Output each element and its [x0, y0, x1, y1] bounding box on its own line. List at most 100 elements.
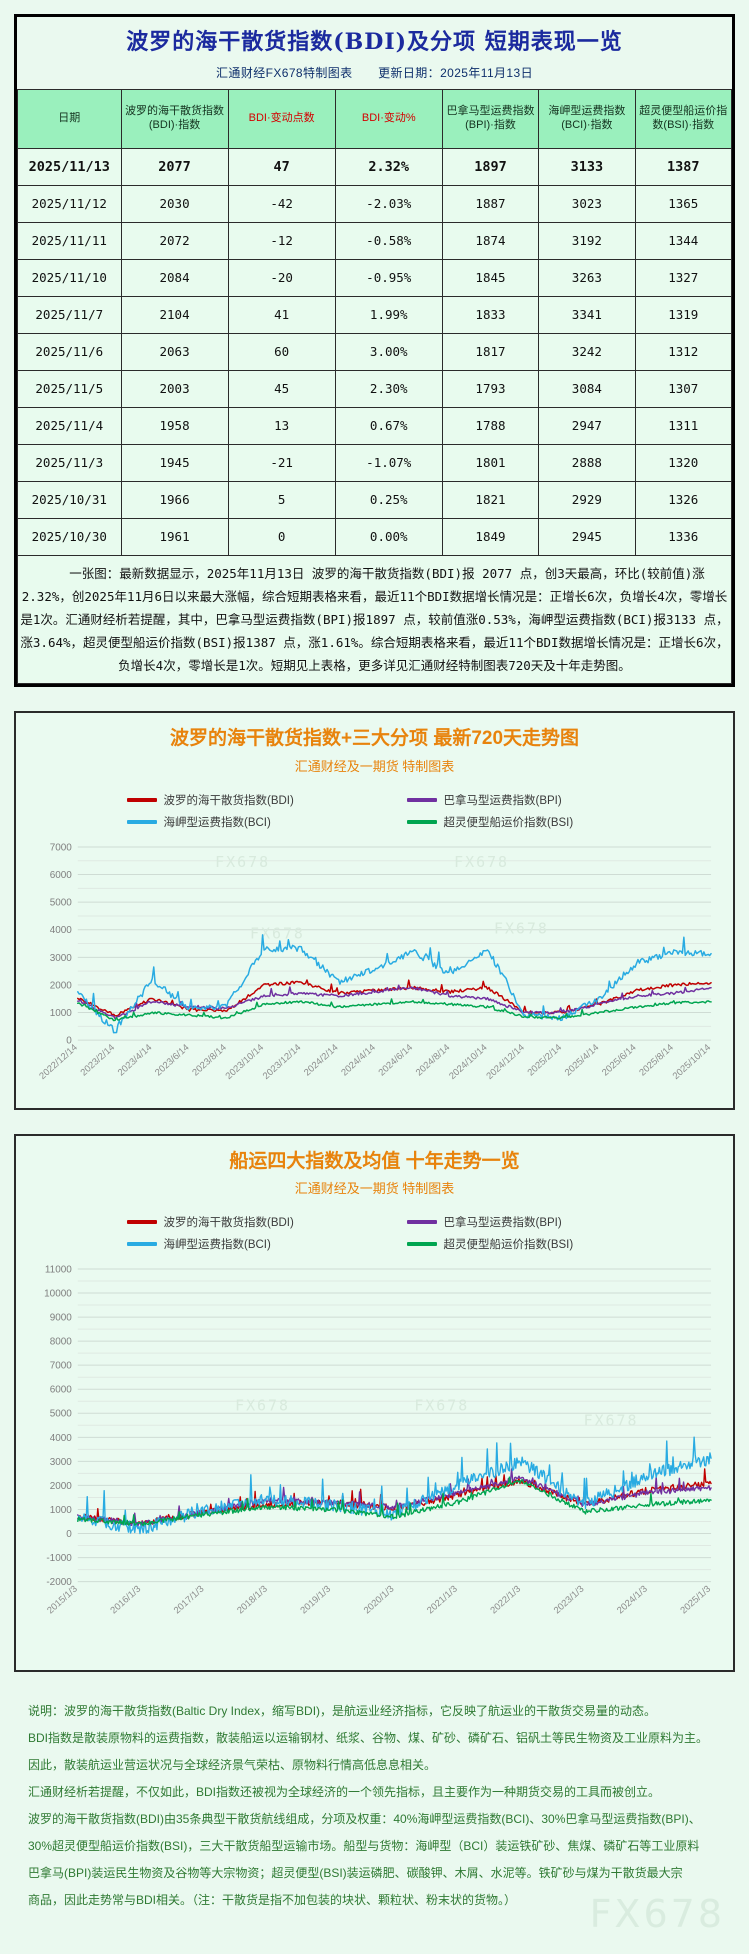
table-row: 2025/11/10 2084 -20 -0.95% 1845 3263 1327 [17, 258, 733, 297]
description-line: 说明：波罗的海干散货指数(Baltic Dry Index，缩写BDI)，是航运… [28, 1703, 657, 1718]
svg-text:2024/6/14: 2024/6/14 [376, 1042, 415, 1078]
fx678-watermark: FX678 [589, 1891, 725, 1936]
y-axis-tick-label: 9000 [50, 1313, 73, 1324]
x-axis-tick-label: 2024/10/14 [447, 1042, 489, 1082]
svg-text:2023/12/14: 2023/12/14 [261, 1042, 303, 1082]
y-axis-tick-label: 5000 [50, 1409, 73, 1420]
summary-note-text: 一张图：最新数据显示，2025年11月13日 波罗的海干散货指数(BDI)报 2… [20, 565, 729, 674]
legend-label: 海岬型运费指数(BCI) [163, 1239, 271, 1252]
cell-bdi: 1961 [120, 517, 229, 556]
x-axis-tick-label: 2016/1/3 [108, 1584, 143, 1617]
cell-bci: 3242 [538, 332, 636, 371]
x-axis-tick-label: 2025/6/14 [600, 1042, 639, 1078]
legend-label: 波罗的海干散货指数(BDI) [163, 1217, 294, 1230]
cell-bsi: 1336 [634, 517, 733, 556]
y-axis-tick-label: 10000 [44, 1289, 72, 1300]
cell-bsi: 1307 [634, 369, 733, 408]
svg-text:2019/1/3: 2019/1/3 [298, 1584, 333, 1617]
x-axis-tick-label: 2017/1/3 [172, 1584, 207, 1617]
table-header-row: 日期 波罗的海干散货指数(BDI)·指数 BDI·变动点数 BDI·变动% 巴拿… [17, 88, 733, 149]
cell-chg: -12 [227, 221, 336, 260]
cell-bpi: 1845 [441, 258, 540, 297]
table-row: 2025/10/30 1961 0 0.00% 1849 2945 1336 [17, 517, 733, 556]
table-row: 2025/11/5 2003 45 2.30% 1793 3084 1307 [17, 369, 733, 408]
y-axis-tick-label: -2000 [46, 1577, 72, 1588]
svg-text:2022/12/14: 2022/12/14 [37, 1042, 79, 1082]
table-note-row: 一张图：最新数据显示，2025年11月13日 波罗的海干散货指数(BDI)报 2… [17, 554, 732, 685]
chart-720d-plot-area: 0 1000 2000 3000 4000 5000 6000 7000 FX678 FX678 F… [26, 839, 723, 1098]
description-line: 波罗的海干散货指数(BDI)由35条典型干散货航线组成，分项及权重：40%海岬型… [28, 1811, 701, 1826]
cell-pct: 2.32% [334, 147, 443, 186]
chart-10y-plot-area: -2000 -1000 0 1000 2000 3000 4000 5000 6000 7000 8… [26, 1261, 723, 1659]
col-bci: 海岬型运费指数(BCI)·指数 [538, 88, 636, 149]
svg-text:2023/6/14: 2023/6/14 [153, 1042, 192, 1078]
svg-text:2024/12/14: 2024/12/14 [484, 1042, 526, 1082]
cell-bci: 3084 [538, 369, 636, 408]
legend-label: 波罗的海干散货指数(BDI) [163, 794, 294, 807]
description-line: BDI指数是散装原物料的运费指数，散装船运以运输钢材、纸浆、谷物、煤、矿砂、磷矿… [28, 1730, 709, 1745]
y-axis-tick-label: 0 [66, 1529, 72, 1540]
cell-bci: 2947 [538, 406, 636, 445]
cell-date: 2025/11/3 [17, 443, 122, 482]
cell-date: 2025/11/13 [17, 147, 122, 186]
series-line-bsi [77, 998, 712, 1022]
svg-text:2024/2/14: 2024/2/14 [302, 1042, 341, 1078]
cell-chg: 60 [227, 332, 336, 371]
y-axis-tick-label: 3000 [50, 1457, 73, 1468]
legend-swatch-icon [126, 1220, 157, 1225]
table-subheader: 汇通财经FX678特制图表 更新日期：2025年11月13日 [21, 64, 728, 81]
chart-720d-title: 波罗的海干散货指数+三大分项 最新720天走势图 [169, 728, 580, 750]
cell-bci: 3263 [538, 258, 636, 297]
svg-text:2025/4/14: 2025/4/14 [563, 1042, 602, 1078]
cell-date: 2025/11/11 [17, 221, 122, 260]
x-axis-tick-label: 2023/10/14 [224, 1042, 266, 1082]
svg-text:2021/1/3: 2021/1/3 [425, 1584, 460, 1617]
cell-bdi: 2084 [120, 258, 229, 297]
svg-text:2015/1/3: 2015/1/3 [45, 1584, 80, 1617]
description-line: 因此，散装航运业营运状况与全球经济景气荣枯、原物料行情高低息息相关。 [28, 1757, 437, 1772]
y-axis-tick-label: 3000 [50, 953, 73, 964]
x-axis-tick-label: 2018/1/3 [235, 1584, 270, 1617]
legend-swatch-icon [406, 1220, 437, 1225]
x-axis-tick-label: 2021/1/3 [425, 1584, 460, 1617]
cell-bsi: 1327 [634, 258, 733, 297]
cell-date: 2025/10/31 [17, 480, 122, 519]
cell-pct: -1.07% [334, 443, 443, 482]
svg-text:2023/2/14: 2023/2/14 [78, 1042, 117, 1078]
legend-label: 海岬型运费指数(BCI) [163, 816, 271, 829]
cell-bsi: 1311 [634, 406, 733, 445]
cell-bdi: 2063 [120, 332, 229, 371]
cell-bpi: 1849 [441, 517, 540, 556]
y-axis-tick-label: 0 [66, 1035, 72, 1046]
y-axis-tick-label: 5000 [50, 897, 73, 908]
svg-text:2023/4/14: 2023/4/14 [116, 1042, 155, 1078]
y-axis-tick-label: 1000 [50, 1505, 73, 1516]
x-axis-tick-label: 2023/6/14 [153, 1042, 192, 1078]
y-axis-tick-label: 7000 [50, 1361, 73, 1372]
cell-bci: 3023 [538, 184, 636, 223]
cell-bsi: 1319 [634, 295, 733, 334]
cell-pct: -0.58% [334, 221, 443, 260]
cell-bdi: 1945 [120, 443, 229, 482]
x-axis-tick-label: 2023/12/14 [261, 1042, 303, 1082]
x-axis-tick-label: 2024/4/14 [339, 1042, 378, 1078]
cell-pct: 3.00% [334, 332, 443, 371]
svg-text:2024/10/14: 2024/10/14 [447, 1042, 489, 1082]
svg-text:2025/6/14: 2025/6/14 [600, 1042, 639, 1078]
cell-bsi: 1312 [634, 332, 733, 371]
y-axis-tick-label: 2000 [50, 1481, 73, 1492]
col-bdi-change-points: BDI·变动点数 [227, 88, 336, 149]
x-axis-tick-label: 2025/2/14 [525, 1042, 564, 1078]
cell-date: 2025/10/30 [17, 517, 122, 556]
legend-label: 超灵便型船运价指数(BSI) [443, 1239, 574, 1252]
cell-bsi: 1320 [634, 443, 733, 482]
svg-text:2023/10/14: 2023/10/14 [224, 1042, 266, 1082]
x-axis-tick-label: 2023/4/14 [116, 1042, 155, 1078]
cell-bci: 2945 [538, 517, 636, 556]
y-axis-tick-label: 4000 [50, 1433, 73, 1444]
y-axis-tick-label: 6000 [50, 870, 73, 881]
y-axis-tick-label: 6000 [50, 1385, 73, 1396]
table-row: 2025/11/6 2063 60 3.00% 1817 3242 1312 [17, 332, 733, 371]
cell-bdi: 1966 [120, 480, 229, 519]
table-row: 2025/10/31 1966 5 0.25% 1821 2929 1326 [17, 480, 733, 519]
